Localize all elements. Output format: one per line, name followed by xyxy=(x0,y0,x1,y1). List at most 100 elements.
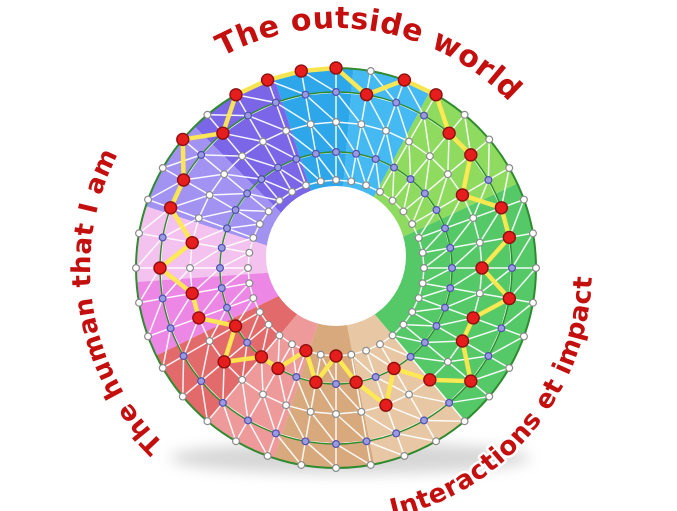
white-node xyxy=(132,264,141,273)
white-node xyxy=(460,417,469,426)
white-node xyxy=(505,364,514,373)
red-node xyxy=(228,319,243,333)
white-node xyxy=(362,181,371,190)
red-node xyxy=(423,373,437,387)
white-node xyxy=(244,264,253,273)
white-node xyxy=(275,331,284,340)
white-node xyxy=(245,279,254,288)
purple-node xyxy=(197,377,206,386)
white-node xyxy=(528,298,537,307)
purple-node xyxy=(420,189,429,198)
purple-node xyxy=(223,303,232,312)
white-node xyxy=(519,332,528,341)
white-node xyxy=(362,346,371,355)
purple-node xyxy=(448,264,457,273)
white-node xyxy=(232,437,241,446)
purple-node xyxy=(274,163,283,172)
red-node xyxy=(464,374,478,388)
white-node xyxy=(418,279,427,288)
white-node xyxy=(288,187,297,196)
red-node xyxy=(429,88,443,102)
purple-node xyxy=(244,416,253,425)
white-node xyxy=(135,298,144,307)
white-node xyxy=(408,308,417,317)
purple-node xyxy=(301,437,310,446)
white-node xyxy=(158,164,167,173)
white-node xyxy=(399,320,408,329)
red-node xyxy=(176,173,191,187)
purple-node xyxy=(292,155,301,164)
red-node xyxy=(271,361,285,376)
purple-node xyxy=(432,206,441,215)
white-node xyxy=(220,170,229,179)
purple-node xyxy=(179,352,188,361)
red-node xyxy=(254,350,269,364)
purple-node xyxy=(218,398,227,407)
red-node xyxy=(329,349,343,363)
red-node xyxy=(229,88,243,102)
white-node xyxy=(186,264,195,273)
purple-node xyxy=(243,189,252,198)
purple-node xyxy=(392,98,401,107)
white-node xyxy=(505,164,514,173)
white-node xyxy=(306,407,315,416)
white-node xyxy=(332,410,341,419)
white-node xyxy=(443,357,452,366)
purple-node xyxy=(216,264,225,273)
purple-node xyxy=(332,148,341,157)
purple-node xyxy=(432,322,441,331)
white-node xyxy=(332,117,341,126)
white-node xyxy=(297,460,306,469)
purple-node xyxy=(446,243,455,252)
purple-node xyxy=(217,243,226,252)
white-node xyxy=(255,308,264,317)
white-node xyxy=(405,390,414,399)
purple-node xyxy=(271,429,280,438)
purple-node xyxy=(223,224,232,233)
white-node xyxy=(519,195,528,204)
red-node xyxy=(502,291,517,306)
white-node xyxy=(238,375,247,384)
purple-node xyxy=(420,338,429,347)
white-node xyxy=(528,229,537,238)
purple-node xyxy=(484,176,493,185)
purple-node xyxy=(497,324,506,333)
white-node xyxy=(381,126,390,135)
red-node xyxy=(502,230,517,245)
purple-node xyxy=(301,90,310,99)
white-node xyxy=(420,264,429,273)
purple-node xyxy=(332,87,341,96)
red-nodes-layer xyxy=(153,61,517,412)
white-node xyxy=(388,331,397,340)
white-node xyxy=(205,191,214,200)
purple-node xyxy=(392,429,401,438)
white-node xyxy=(144,332,153,341)
purple-node xyxy=(158,294,167,303)
purple-node xyxy=(441,224,450,233)
white-node xyxy=(485,392,494,401)
purple-node xyxy=(197,150,206,159)
white-node xyxy=(347,177,356,186)
white-node xyxy=(418,248,427,257)
purple-node xyxy=(311,149,320,158)
white-node xyxy=(249,294,258,303)
purple-node xyxy=(332,440,341,449)
purple-node xyxy=(257,175,266,184)
purple-node xyxy=(217,284,226,293)
white-node xyxy=(255,220,264,229)
white-node xyxy=(245,248,254,257)
purple-node xyxy=(371,155,380,164)
purple-node xyxy=(484,352,493,361)
white-node xyxy=(306,120,315,129)
white-node xyxy=(259,390,268,399)
red-node xyxy=(466,311,480,325)
white-node xyxy=(376,187,385,196)
red-node xyxy=(294,64,308,78)
purple-node xyxy=(390,163,399,172)
red-node xyxy=(185,235,199,250)
white-node xyxy=(460,110,469,119)
purple-node xyxy=(508,264,517,273)
white-node xyxy=(238,152,247,161)
